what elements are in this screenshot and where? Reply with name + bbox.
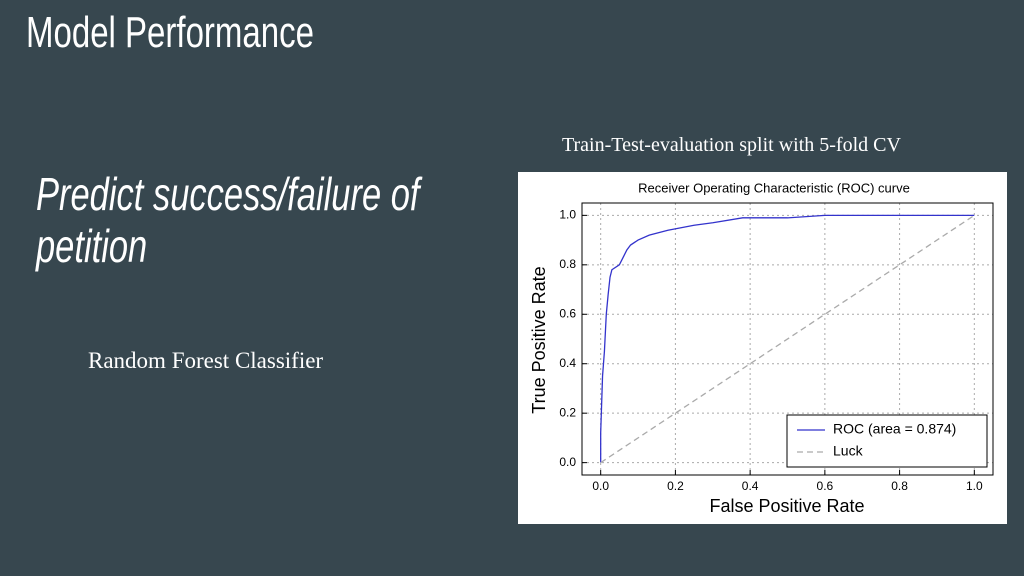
x-tick-label: 0.2 xyxy=(667,479,684,493)
chart-title: Receiver Operating Characteristic (ROC) … xyxy=(638,180,910,195)
x-tick-label: 0.6 xyxy=(817,479,834,493)
slide-title: Model Performance xyxy=(26,8,314,57)
subtitle: Predict success/failure of petition xyxy=(36,168,420,272)
chart-background xyxy=(518,172,1007,524)
y-tick-label: 0.2 xyxy=(559,405,576,419)
legend-box xyxy=(786,414,988,468)
y-tick-label: 0.0 xyxy=(559,455,576,469)
plot-frame xyxy=(581,202,994,476)
y-tick-label: 0.6 xyxy=(559,306,576,320)
legend-label: Luck xyxy=(833,443,864,459)
y-tick-label: 0.8 xyxy=(559,257,576,271)
x-tick-label: 0.8 xyxy=(891,479,908,493)
x-axis-label: False Positive Rate xyxy=(709,496,864,516)
legend-label: ROC (area = 0.874) xyxy=(833,421,956,437)
series-line xyxy=(600,214,975,463)
x-tick-label: 0.4 xyxy=(742,479,759,493)
y-tick-label: 0.4 xyxy=(559,356,576,370)
chart-caption: Train-Test-evaluation split with 5-fold … xyxy=(562,134,901,156)
method: Random Forest Classifier xyxy=(88,348,324,373)
y-axis-label: True Positive Rate xyxy=(529,266,549,413)
y-tick-label: 1.0 xyxy=(559,208,576,222)
x-tick-label: 1.0 xyxy=(966,479,983,493)
series-line xyxy=(600,214,975,464)
x-tick-label: 0.0 xyxy=(592,479,609,493)
